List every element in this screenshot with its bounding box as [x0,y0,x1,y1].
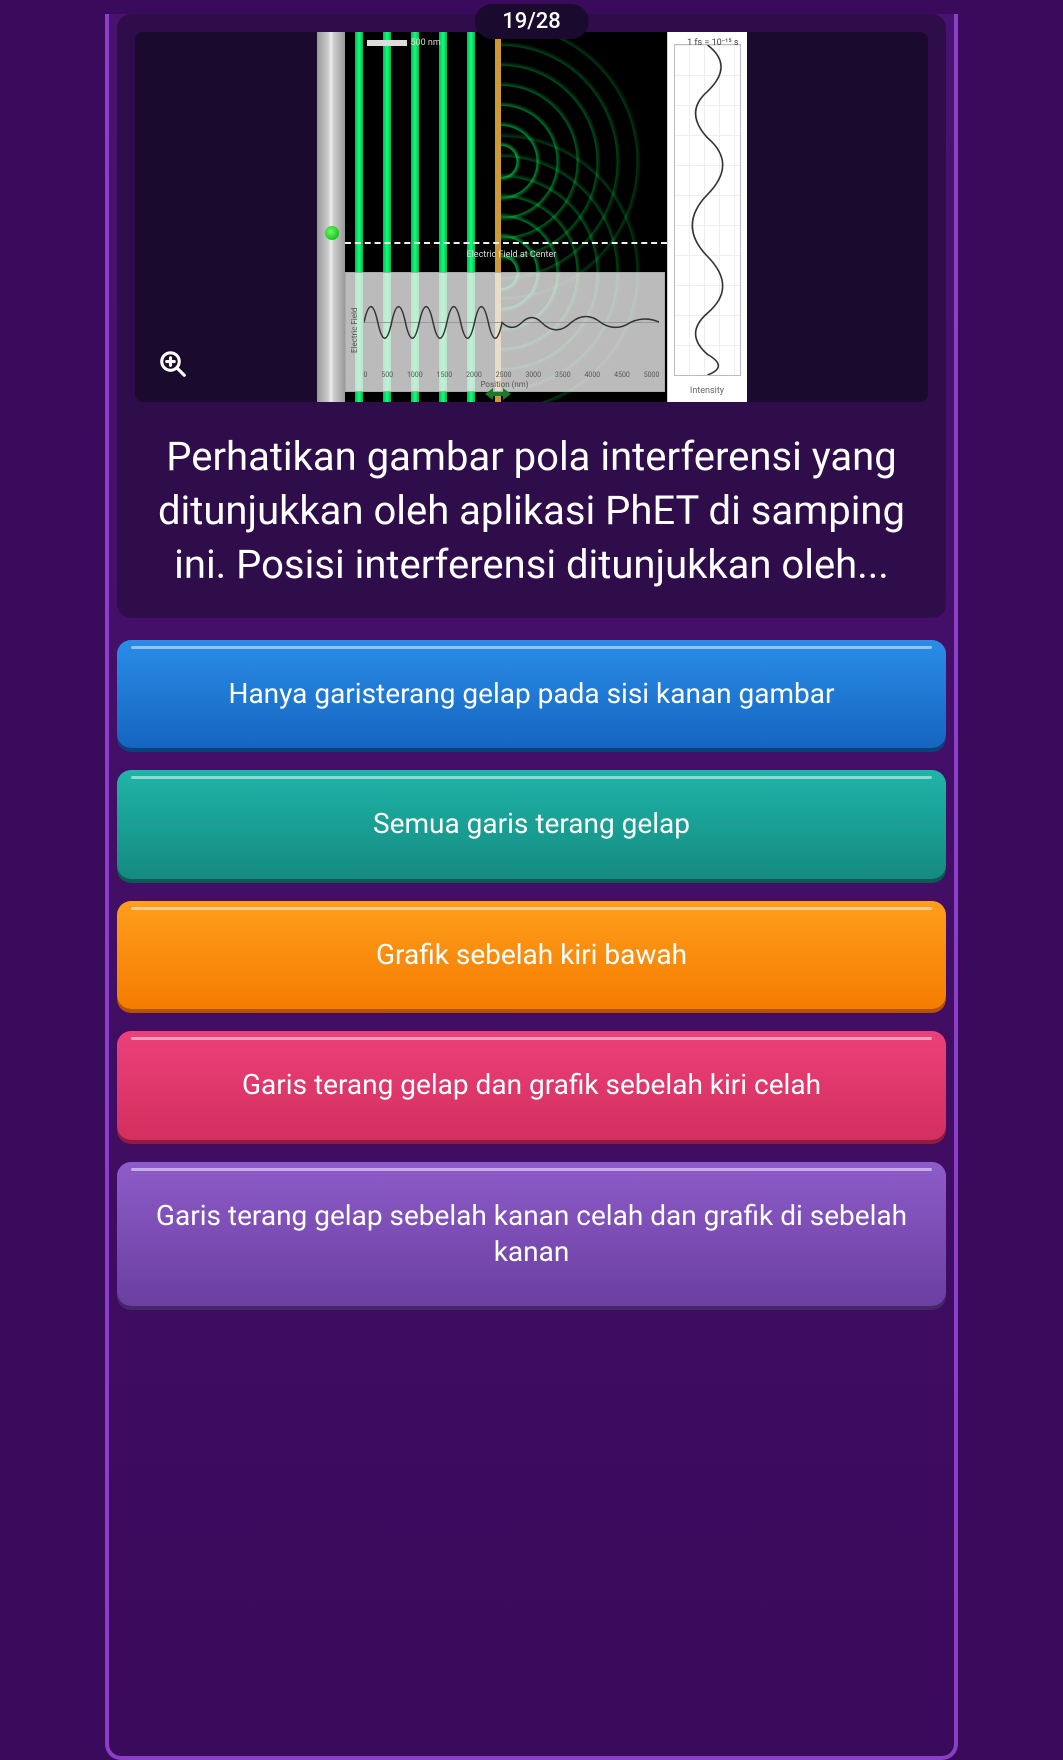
intensity-graph [674,44,741,376]
answer-option-5[interactable]: Garis terang gelap sebelah kanan celah d… [117,1162,946,1307]
electric-field-graph: Electric Field 0 500 1000 1500 2000 2500 [345,272,665,392]
answer-option-4[interactable]: Garis terang gelap dan grafik sebelah ki… [117,1031,946,1139]
centerline-label: Electric Field at Center [467,250,557,260]
generator-indicator [325,226,339,240]
answer-label: Garis terang gelap sebelah kanan celah d… [156,1199,907,1268]
answer-label: Hanya garisterang gelap pada sisi kanan … [228,677,834,710]
scale-bar: 500 nm [367,38,441,48]
zoom-image-button[interactable] [153,344,193,384]
answer-option-1[interactable]: Hanya garisterang gelap pada sisi kanan … [117,640,946,748]
answer-option-2[interactable]: Semua garis terang gelap [117,770,946,878]
intensity-axis-label: Intensity [668,386,747,396]
answer-label: Grafik sebelah kiri bawah [376,938,687,971]
quiz-container: 19/28 500 nm Light Generator Electric Fi… [105,14,958,1760]
light-generator [317,32,345,402]
question-text: Perhatikan gambar pola interferensi yang… [117,402,946,592]
answer-label: Garis terang gelap dan grafik sebelah ki… [242,1068,821,1101]
answer-label: Semua garis terang gelap [373,807,690,840]
sim-intensity-panel: 1 fs = 10⁻¹⁵ s Intensity [667,32,747,402]
centerline [345,242,667,244]
time-unit-label: 1 fs = 10⁻¹⁵ s [687,38,738,48]
position-ticks: 0 500 1000 1500 2000 2500 3000 3500 4000… [364,371,660,379]
phet-simulation: 500 nm Light Generator Electric Field at… [317,32,747,402]
progress-counter: 19/28 [474,4,589,39]
question-image-area: 500 nm Light Generator Electric Field at… [135,32,928,402]
sim-wave-panel: 500 nm Light Generator Electric Field at… [317,32,667,402]
field-wave-curve [364,283,660,362]
scale-label: 500 nm [411,38,441,48]
barrier-handle-icon [485,385,511,402]
zoom-in-icon [158,349,188,379]
intensity-curve [675,45,740,375]
field-y-axis-label: Electric Field [350,308,359,353]
answer-option-3[interactable]: Grafik sebelah kiri bawah [117,901,946,1009]
answer-list: Hanya garisterang gelap pada sisi kanan … [117,640,946,1306]
question-card: 500 nm Light Generator Electric Field at… [117,14,946,618]
